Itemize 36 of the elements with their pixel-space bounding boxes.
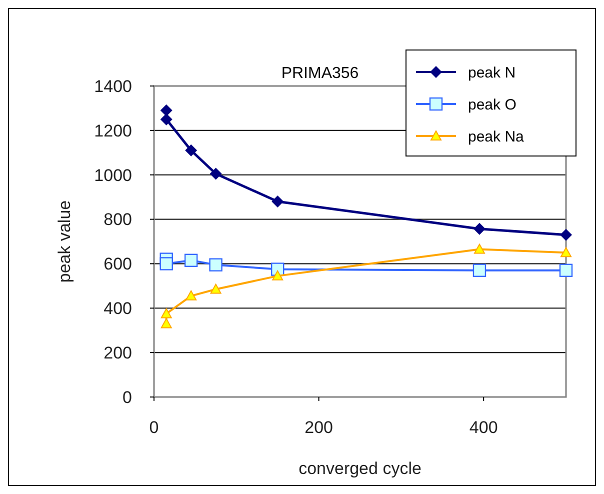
point (559, 264, 573, 277)
point (209, 258, 222, 272)
point (272, 270, 284, 280)
y-tick-label: 1200 (94, 121, 132, 140)
point (186, 290, 197, 300)
point (160, 308, 172, 318)
x-tick-label: 0 (149, 418, 159, 437)
point (272, 196, 284, 208)
legend-label: peak O (468, 96, 516, 114)
x-axis-title: converged cycle (298, 459, 422, 478)
legend-label: peak N (468, 64, 516, 82)
point (472, 264, 486, 277)
point (473, 222, 486, 235)
y-tick-label: 600 (104, 254, 132, 274)
y-tick-label: 1000 (94, 166, 132, 185)
y-tick-label: 0 (122, 388, 132, 407)
point (160, 318, 172, 328)
point (185, 144, 198, 156)
x-tick-label: 200 (304, 418, 333, 437)
point (160, 257, 173, 270)
y-tick-label: 200 (104, 344, 132, 363)
point (184, 254, 198, 267)
x-tick-label: 400 (469, 418, 498, 437)
point (210, 168, 222, 180)
point (210, 284, 222, 294)
point (560, 247, 572, 258)
y-tick-label: 800 (104, 210, 132, 230)
chart-title: PRIMA356 (281, 65, 359, 82)
y-tick-label: 400 (104, 299, 132, 318)
point (560, 228, 572, 241)
y-tick-label: 1400 (94, 76, 132, 96)
y-axis-title: peak value (55, 200, 74, 283)
point (474, 244, 485, 254)
point (160, 104, 172, 116)
legend-label: peak Na (468, 128, 525, 146)
point (160, 113, 172, 126)
